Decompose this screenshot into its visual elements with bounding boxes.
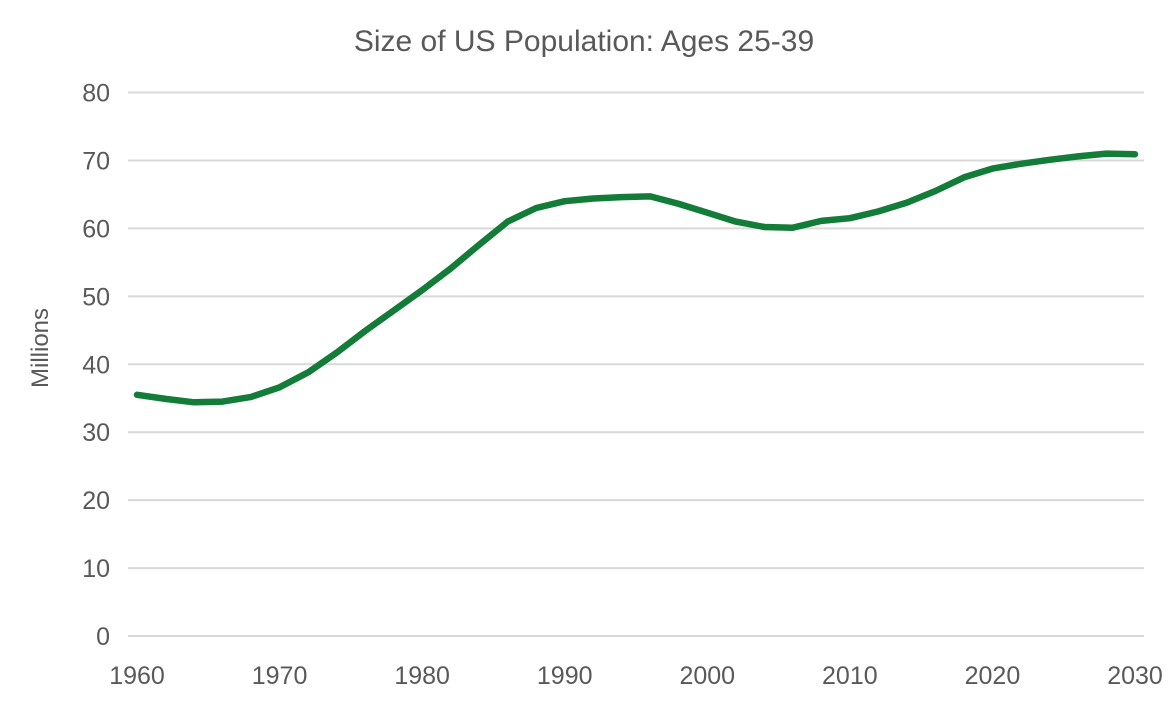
x-tick-label-1980: 1980	[394, 662, 450, 690]
y-tick-label-80: 80	[82, 80, 110, 108]
y-tick-label-70: 70	[82, 147, 110, 175]
y-tick-label-10: 10	[82, 555, 110, 583]
y-tick-label-30: 30	[82, 419, 110, 447]
x-axis-labels: 1960 1970 1980 1990 2000 2010 2020 2030	[109, 662, 1163, 690]
y-tick-label-20: 20	[82, 487, 110, 515]
x-tick-label-2000: 2000	[679, 662, 735, 690]
x-tick-label-1970: 1970	[252, 662, 308, 690]
y-axis-title: Millions	[27, 308, 54, 388]
y-tick-label-40: 40	[82, 351, 110, 379]
gridlines	[128, 91, 1144, 637]
x-tick-label-1960: 1960	[109, 662, 165, 690]
series-group	[133, 150, 1139, 406]
y-tick-label-50: 50	[82, 283, 110, 311]
x-tick-label-1990: 1990	[537, 662, 593, 690]
series-line-0	[133, 150, 1139, 406]
y-axis-labels: 0 10 20 30 40 50 60 70 80	[82, 80, 110, 652]
x-tick-label-2020: 2020	[965, 662, 1021, 690]
chart-title: Size of US Population: Ages 25-39	[354, 25, 814, 58]
x-tick-label-2030: 2030	[1107, 662, 1163, 690]
y-tick-label-0: 0	[96, 623, 110, 651]
y-tick-label-60: 60	[82, 215, 110, 243]
x-tick-label-2010: 2010	[822, 662, 878, 690]
